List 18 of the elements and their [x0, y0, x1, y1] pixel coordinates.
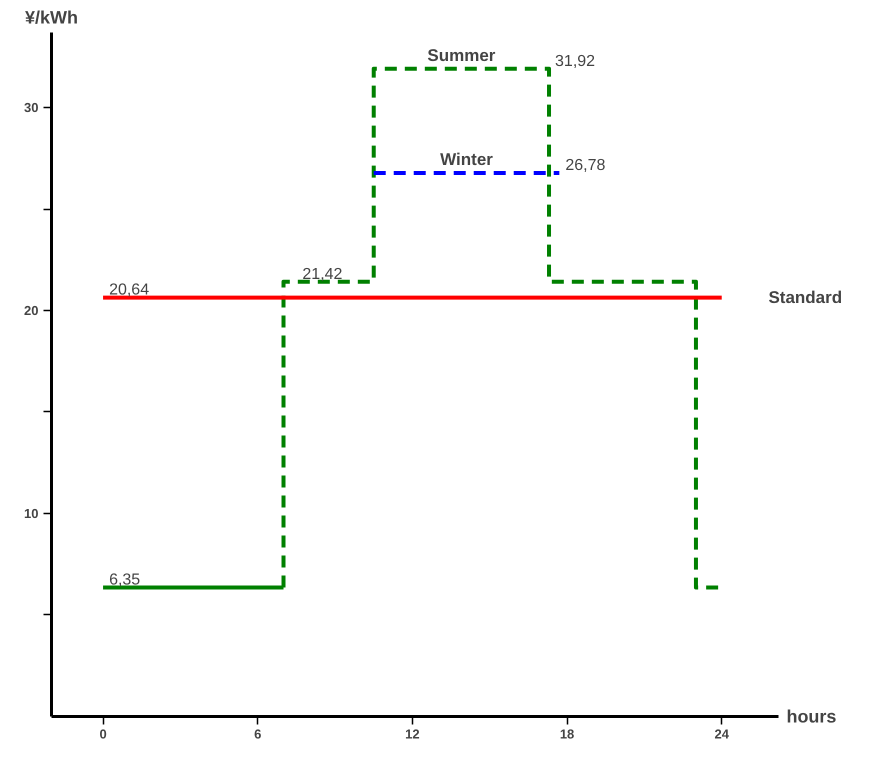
- series-label: Winter: [440, 150, 494, 170]
- x-tick-label: 24: [714, 726, 730, 742]
- series-label: Summer: [427, 46, 496, 65]
- annotation: 21,42: [302, 266, 343, 283]
- y-axis-title: ¥/kWh: [25, 8, 78, 28]
- y-tick-label: 20: [24, 303, 39, 318]
- x-tick-label: 6: [254, 726, 262, 742]
- annotation: 20,64: [109, 282, 150, 299]
- x-tick-label: 0: [99, 726, 107, 742]
- x-axis-title: hours: [786, 706, 836, 726]
- annotation: 6,35: [109, 571, 140, 588]
- annotation: 26,78: [565, 157, 606, 174]
- y-tick-label: 30: [24, 100, 39, 116]
- annotation: 31,92: [555, 52, 596, 70]
- text: Standard: [768, 288, 842, 308]
- x-tick-label: 12: [405, 726, 420, 742]
- x-tick-label: 18: [560, 726, 574, 742]
- y-tick-label: 10: [24, 506, 39, 521]
